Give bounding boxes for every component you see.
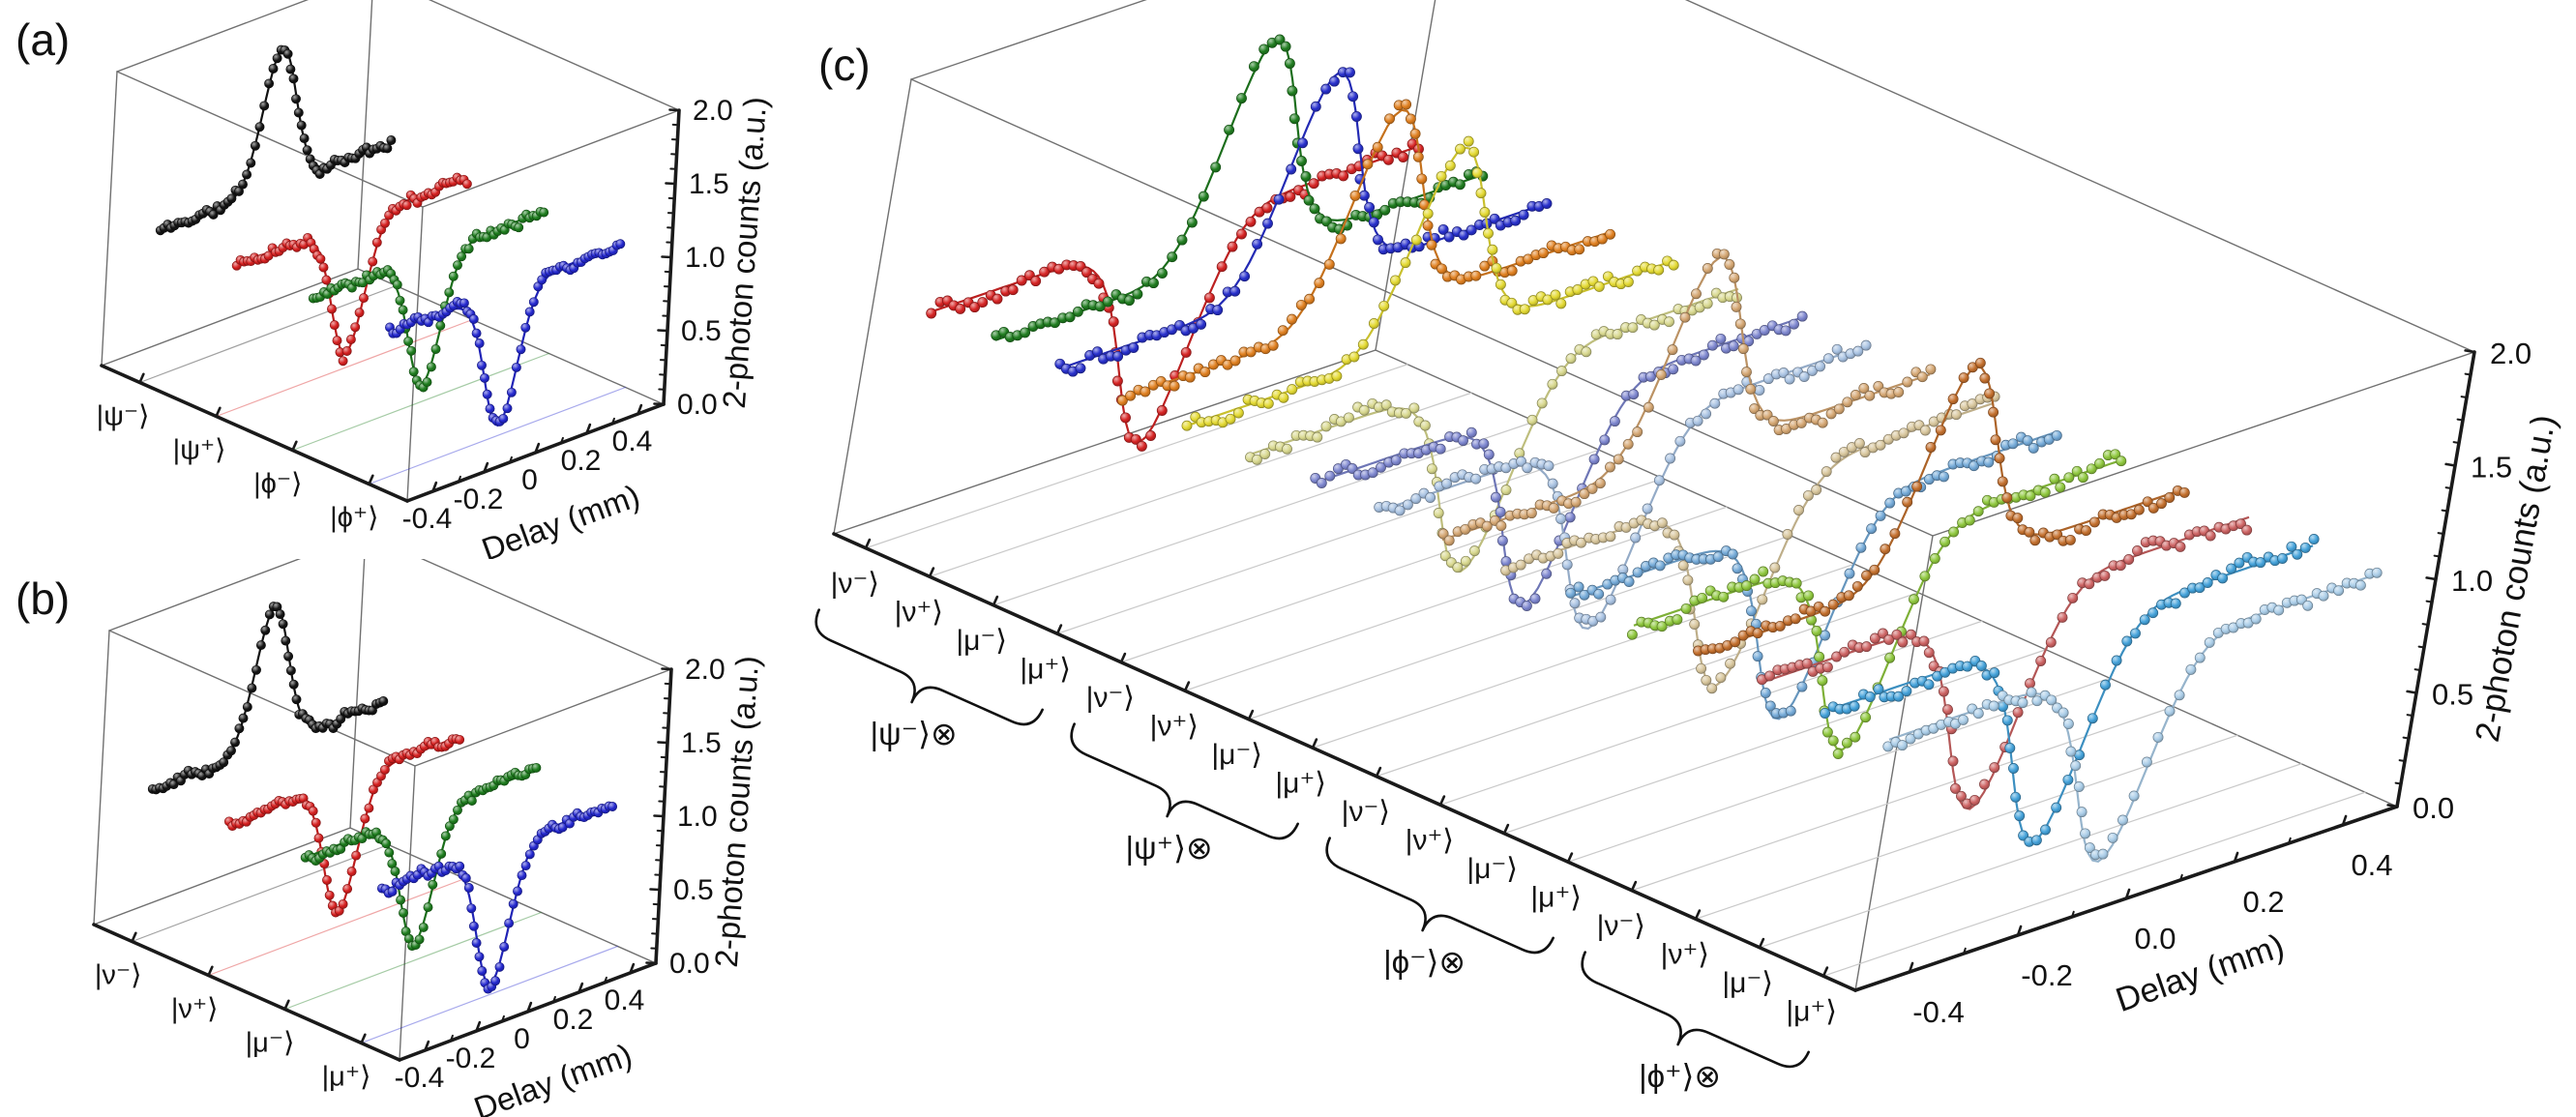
floor-lines-a <box>138 284 627 485</box>
delay-tick-label: -0.2 <box>446 1043 496 1074</box>
box-b <box>93 559 672 1061</box>
panel-b-label: (b) <box>15 573 71 624</box>
state-tick-label: |ν⁺⟩ <box>171 994 219 1025</box>
floor-lines-b <box>131 843 619 1044</box>
group-label: |ϕ⁻⟩⊗ <box>1383 944 1466 980</box>
counts-tick-label: 2.0 <box>2490 337 2532 370</box>
counts-tick-label: 0.5 <box>673 874 714 906</box>
state-tick-label: |μ⁻⟩ <box>956 625 1007 657</box>
counts-tick-label: 0.0 <box>2413 791 2454 825</box>
series-a-4 <box>385 239 626 427</box>
group-label: |ϕ⁺⟩⊗ <box>1639 1058 1721 1094</box>
state-tick-label: |μ⁻⟩ <box>1722 967 1773 999</box>
state-tick-label: |ϕ⁻⟩ <box>253 469 302 500</box>
panel-b-3d-plot: |ν⁻⟩ |ν⁺⟩ |μ⁻⟩ |μ⁺⟩ -0.4-0.2 0 0.2 0.4 0.0 0.5 1.0… <box>92 559 765 1117</box>
axes-a: |ψ⁻⟩ |ψ⁺⟩ |ϕ⁻⟩ |ϕ⁺⟩ -0.4-0.2 0 0.2 0.4 0.0 0.5 1.0… <box>97 95 774 559</box>
series-c-7 <box>1310 310 1808 611</box>
state-tick-label: |ν⁻⟩ <box>1597 910 1645 942</box>
group-brace-3: |ϕ⁻⟩⊗ <box>1325 837 1554 980</box>
state-tick-label: |μ⁺⟩ <box>1275 767 1326 799</box>
series-b-3 <box>300 762 542 952</box>
counts-tick-label: 1.0 <box>677 801 718 833</box>
delay-tick-label: -0.4 <box>395 1062 445 1094</box>
counts-tick-label: 2.0 <box>693 95 733 127</box>
counts-tick-label: 1.0 <box>685 242 725 274</box>
state-tick-label: |ψ⁻⟩ <box>97 401 150 432</box>
counts-tick-label: 1.5 <box>689 168 729 200</box>
state-tick-label: |ϕ⁺⟩ <box>330 503 378 534</box>
state-tick-label: |ν⁺⟩ <box>1406 824 1454 856</box>
state-tick-label: |ν⁺⟩ <box>895 596 943 628</box>
counts-tick-label: 0.5 <box>2432 678 2473 712</box>
state-tick-label: |ν⁺⟩ <box>1150 710 1199 742</box>
counts-tick-label: 0.0 <box>669 948 710 980</box>
series-b-2 <box>223 734 465 918</box>
series-c-15 <box>1820 534 2320 847</box>
panel-a-label: (a) <box>15 15 71 65</box>
series-a-2 <box>231 172 472 367</box>
delay-tick-label: 0.2 <box>561 445 602 477</box>
counts-tick-label: 2.0 <box>685 654 725 686</box>
box-c <box>833 0 2475 991</box>
state-tick-label: |μ⁻⟩ <box>1211 739 1262 771</box>
series-c-12 <box>1626 449 2127 759</box>
counts-tick-label: 1.0 <box>2451 564 2493 598</box>
group-brace-2: |ψ⁺⟩⊗ <box>1070 722 1299 866</box>
state-tick-label: |μ⁺⟩ <box>1786 995 1837 1027</box>
series-b-4 <box>376 801 618 994</box>
delay-tick-label: -0.2 <box>2021 958 2072 992</box>
state-tick-label: |ν⁺⟩ <box>1661 938 1709 970</box>
series-c-16 <box>1882 567 2383 863</box>
delay-tick-label: 0 <box>514 1023 530 1055</box>
series-c-3 <box>1054 67 1553 377</box>
series-c-2 <box>991 34 1489 342</box>
delay-tick-label: 0.2 <box>553 1004 594 1036</box>
series-c-5 <box>1181 135 1679 431</box>
delay-tick-label: 0.0 <box>2134 922 2176 955</box>
delay-tick-label: -0.4 <box>1912 995 1964 1029</box>
series-c-10 <box>1500 391 2000 694</box>
delay-tick-label: -0.4 <box>402 503 453 535</box>
state-tick-label: |ψ⁺⟩ <box>173 435 226 466</box>
state-tick-label: |μ⁺⟩ <box>322 1062 371 1093</box>
panel-a-3d-plot: |ψ⁻⟩ |ψ⁺⟩ |ϕ⁻⟩ |ϕ⁺⟩ -0.4-0.2 0 0.2 0.4 0.0 0.5 1.0… <box>97 0 774 559</box>
delay-tick-label: 0.4 <box>612 426 653 457</box>
group-label: |ψ⁺⟩⊗ <box>1126 830 1213 866</box>
state-tick-label: |μ⁻⟩ <box>1466 853 1518 885</box>
delay-tick-label: 0 <box>521 464 538 496</box>
series-c-13 <box>1693 357 2190 657</box>
counts-tick-label: 1.5 <box>2471 451 2512 485</box>
series-c-9 <box>1437 248 1937 546</box>
counts-tick-label: 0.5 <box>681 315 722 347</box>
counts-tick-label: 0.0 <box>677 389 718 421</box>
group-label: |ψ⁻⟩⊗ <box>871 716 958 751</box>
panel-c-label: (c) <box>818 40 871 90</box>
group-brace-4: |ϕ⁺⟩⊗ <box>1581 951 1810 1094</box>
counts-tick-label: 1.5 <box>681 727 722 759</box>
panel-c-3d-plot: |ν⁻⟩ |ν⁺⟩ |μ⁻⟩ |μ⁺⟩ |ν⁻⟩ |ν⁺⟩ |μ⁻⟩ |μ⁺⟩ |ν⁻⟩ |ν⁺⟩… <box>814 0 2563 1094</box>
state-tick-label: |ν⁻⟩ <box>1342 796 1390 828</box>
state-tick-label: |ν⁻⟩ <box>831 568 879 600</box>
series-a-1 <box>155 44 397 236</box>
group-brace-1: |ψ⁻⟩⊗ <box>814 608 1044 751</box>
state-tick-label: |ν⁻⟩ <box>95 960 142 991</box>
series-c-8 <box>1374 339 1872 631</box>
delay-tick-label: -0.2 <box>454 484 504 515</box>
axes-c: |ν⁻⟩ |ν⁺⟩ |μ⁻⟩ |μ⁺⟩ |ν⁻⟩ |ν⁺⟩ |μ⁻⟩ |μ⁺⟩ |ν⁻⟩ |ν⁺⟩… <box>831 337 2563 1029</box>
series-b-1 <box>147 602 389 795</box>
state-tick-label: |μ⁺⟩ <box>1530 881 1582 913</box>
delay-tick-label: 0.4 <box>2351 848 2392 882</box>
box-a <box>101 0 680 502</box>
series-c-14 <box>1757 515 2253 810</box>
state-tick-label: |μ⁻⟩ <box>246 1028 295 1059</box>
state-tick-label: |μ⁺⟩ <box>1020 653 1071 685</box>
series-c-4 <box>1116 99 1616 406</box>
state-tick-label: |ν⁻⟩ <box>1086 682 1135 714</box>
delay-tick-label: 0.4 <box>605 985 645 1016</box>
series-a-3 <box>308 206 549 393</box>
delay-tick-label: 0.2 <box>2242 885 2284 919</box>
series-c-1 <box>926 138 1424 452</box>
